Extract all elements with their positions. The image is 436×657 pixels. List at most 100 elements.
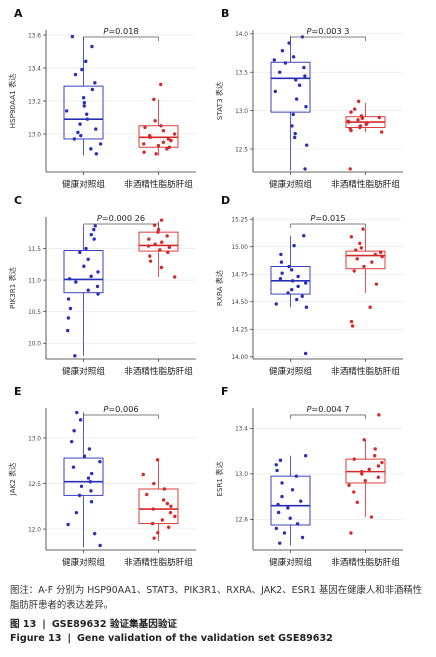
data-point: [92, 237, 96, 241]
caption-en-label: Figure 13: [10, 633, 62, 644]
data-point: [152, 97, 156, 102]
y-tick-label: 11.0: [28, 278, 41, 284]
y-tick-label: 15.00: [231, 245, 248, 251]
data-point: [369, 515, 374, 519]
caption-cn-label: 图 13: [10, 619, 37, 630]
data-point: [283, 61, 288, 65]
y-tick-label: 10.0: [28, 342, 41, 348]
figure-panels: A 13.0 13.2 13.4 13.6 HSP90AA1 表达 健康对照组 非酒精性脂肪肝…: [8, 7, 403, 568]
data-point: [286, 291, 290, 295]
data-point: [160, 240, 164, 244]
data-point: [274, 302, 278, 306]
y-tick-label: 13.6: [28, 33, 41, 39]
data-point: [280, 49, 285, 53]
data-point: [373, 447, 377, 451]
data-point: [279, 260, 284, 264]
data-point: [274, 463, 278, 467]
x-tick-label: 非酒精性脂肪肝组: [124, 365, 193, 377]
series-nafld: [138, 458, 179, 541]
data-point: [380, 254, 384, 259]
y-tick-label: 14.00: [231, 355, 248, 361]
y-tick-label: 13.2: [28, 99, 41, 105]
data-point: [143, 125, 147, 130]
data-point: [349, 128, 353, 133]
box: [270, 475, 311, 526]
series-control: [270, 234, 311, 356]
data-point: [82, 454, 87, 458]
data-point: [289, 268, 294, 272]
data-point: [151, 507, 155, 511]
data-point: [304, 105, 308, 109]
x-tick-label: 健康对照组: [62, 556, 105, 568]
x-tick-label: 健康对照组: [269, 556, 312, 568]
data-point: [156, 531, 160, 535]
data-point: [93, 81, 97, 85]
y-tick-label: 13.4: [235, 427, 248, 433]
box: [138, 488, 179, 525]
data-point: [98, 142, 103, 146]
data-point: [86, 288, 90, 292]
data-point: [142, 150, 146, 154]
data-point: [278, 458, 283, 462]
data-point: [295, 522, 300, 526]
pvalue-label: P=0.006: [103, 404, 138, 414]
data-point: [168, 510, 173, 515]
data-point: [89, 232, 94, 237]
data-point: [80, 67, 84, 72]
data-point: [303, 454, 308, 458]
data-point: [280, 271, 284, 275]
data-point: [68, 306, 73, 311]
data-point: [372, 454, 377, 458]
panel-label: A: [14, 7, 23, 20]
caption-en-separator: |: [67, 633, 71, 644]
data-point: [362, 264, 366, 269]
data-point: [296, 274, 300, 279]
data-point: [159, 218, 164, 222]
figure-caption-cn: 图 13 | GSE89632 验证集基因验证: [10, 616, 177, 630]
data-point: [94, 152, 99, 156]
data-point: [299, 499, 303, 503]
pvalue-label: P=0.004 7: [306, 404, 349, 414]
data-point: [272, 58, 276, 62]
data-point: [147, 237, 151, 241]
y-tick-label: 14.25: [231, 328, 248, 334]
data-point: [361, 227, 365, 231]
data-point: [150, 521, 155, 526]
data-point: [81, 96, 86, 100]
data-point: [148, 135, 152, 140]
data-point: [161, 140, 166, 144]
y-axis-label: RXRA 表达: [215, 270, 224, 306]
data-point: [290, 287, 294, 292]
data-point: [169, 138, 173, 143]
data-point: [95, 284, 100, 289]
data-point: [89, 500, 94, 504]
data-point: [160, 518, 165, 522]
y-tick-label: 14.0: [235, 32, 248, 38]
data-point: [353, 107, 357, 111]
data-point: [87, 447, 92, 451]
data-point: [294, 78, 298, 82]
data-point: [78, 250, 82, 255]
y-tick-label: 13.5: [235, 71, 248, 77]
data-point: [156, 230, 160, 234]
data-point: [280, 481, 284, 485]
x-tick-label: 非酒精性脂肪肝组: [331, 556, 400, 568]
caption-en-text: Gene validation of the validation set GS…: [76, 633, 333, 644]
data-point: [84, 59, 88, 64]
data-point: [302, 65, 306, 70]
x-tick-label: 非酒精性脂肪肝组: [331, 178, 400, 190]
data-point: [297, 83, 302, 87]
box: [270, 61, 311, 113]
data-point: [292, 243, 296, 248]
y-tick-label: 13.0: [235, 472, 248, 478]
data-point: [294, 97, 299, 101]
data-point: [173, 514, 177, 519]
data-point: [360, 472, 364, 476]
y-tick-label: 15.25: [231, 218, 248, 224]
data-point: [70, 34, 75, 39]
data-point: [90, 87, 95, 92]
data-point: [302, 234, 306, 238]
data-point: [303, 74, 307, 78]
series-control: [63, 410, 104, 548]
